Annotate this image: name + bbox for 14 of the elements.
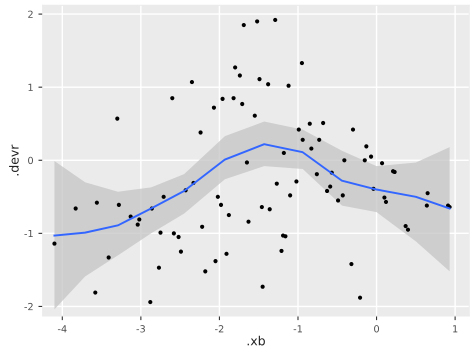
x-tick-label: 1 — [453, 325, 458, 332]
line-series — [53, 143, 451, 237]
x-tick-label: -4 — [58, 325, 67, 332]
y-tick-label: -1 — [24, 230, 33, 238]
x-tick-label: 0 — [374, 325, 379, 333]
x-axis-title: .xb — [248, 336, 265, 346]
y-axis-title: .devr — [9, 144, 19, 176]
x-tick-label: -3 — [136, 325, 145, 333]
x-tick-label: -1 — [294, 325, 302, 332]
y-tick-label: 1 — [28, 84, 33, 91]
x-tick-label: -2 — [215, 325, 224, 332]
y-tick-label: 0 — [28, 156, 33, 164]
y-tick-label: -2 — [24, 302, 33, 310]
y-tick-label: 2 — [28, 10, 33, 18]
